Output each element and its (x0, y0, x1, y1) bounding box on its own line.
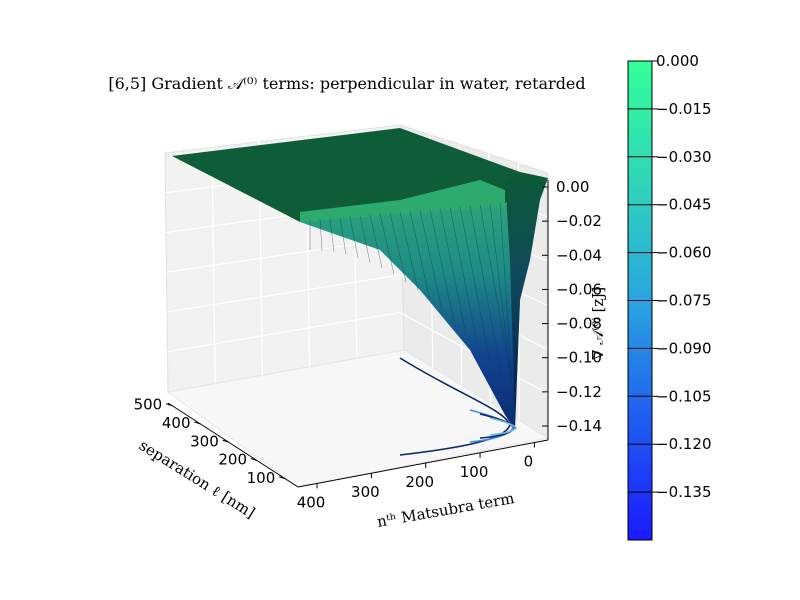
mesh-line (459, 206, 491, 363)
mesh-line (429, 209, 455, 323)
mesh-line (499, 202, 516, 431)
colorbar-tick-label: −0.060 (656, 244, 712, 262)
z-tick-label: −0.14 (556, 417, 602, 435)
y-tick-label: 0 (524, 453, 534, 471)
surface-valley (505, 172, 548, 420)
mesh-line (489, 203, 516, 413)
surface-ridge (300, 180, 505, 222)
mesh-line (409, 210, 431, 301)
axis-lines (167, 180, 549, 488)
y-axis-line (297, 439, 549, 488)
colorbar: 0.000 −0.015 −0.030 −0.045 −0.060 −0.075 −0.09… (627, 52, 712, 541)
mesh-line (439, 208, 467, 335)
y-axis-label: nᵗʰ Matsubra term (376, 489, 516, 531)
mesh-line (449, 207, 479, 349)
x-tick-mark (279, 476, 286, 480)
x-axis-line (167, 402, 299, 488)
colorbar-tick-label: −0.105 (656, 387, 712, 405)
z-tick-labels: 0.00 −0.02 −0.04 −0.06 −0.08 −0.10 −0.12 −0.14 (542, 178, 602, 435)
y-tick-label: 100 (460, 463, 489, 481)
mesh-line (419, 210, 443, 311)
chart-title: [6,5] Gradient 𝒜⁽⁰⁾ terms: perpendicular… (108, 74, 585, 93)
z-tick-label: −0.02 (556, 212, 602, 230)
y-tick-labels: 400 300 200 100 0 (297, 442, 535, 511)
colorbar-tick-labels: 0.000 −0.015 −0.030 −0.045 −0.060 −0.075 −0.09… (652, 52, 712, 501)
mesh-line (319, 219, 323, 251)
mesh-line (479, 204, 515, 395)
grid-line (164, 274, 401, 313)
colorbar-tick-label: −0.015 (656, 100, 712, 118)
x-tick-label: 100 (247, 469, 276, 487)
contour-line-4 (489, 417, 517, 436)
x-tick-label: 400 (162, 414, 191, 432)
x-tick-mark (222, 439, 229, 443)
floor-contours (399, 357, 517, 456)
colorbar-tick-label: −0.135 (656, 483, 712, 501)
x-tick-mark (250, 458, 258, 461)
colorbar-tick-label: −0.075 (656, 292, 712, 310)
mesh-line (399, 211, 419, 291)
colorbar-tick-label: 0.000 (656, 52, 699, 70)
z-tick-label: −0.10 (556, 349, 602, 367)
x-tick-label: 300 (190, 432, 219, 450)
mesh-line (389, 212, 407, 283)
z-tick-label: −0.06 (556, 280, 602, 298)
colorbar-tick-label: −0.045 (656, 196, 712, 214)
mesh-line (469, 205, 503, 379)
mesh-line (349, 216, 359, 259)
surface-front-wall (300, 190, 530, 430)
x-tick-label: 500 (134, 396, 163, 414)
z-tick-label: −0.08 (556, 315, 602, 333)
colorbar-tick-label: −0.120 (656, 435, 712, 453)
x-tick-label: 200 (218, 451, 247, 469)
colorbar-tick-label: −0.090 (656, 339, 712, 357)
mesh-line (359, 215, 371, 263)
mesh-line (339, 217, 347, 255)
x-tick-mark (194, 421, 201, 425)
colorbar-tick-label: −0.030 (656, 148, 712, 166)
mesh-line (329, 218, 335, 253)
z-tick-label: −0.12 (556, 383, 602, 401)
z-axis-label: ∇ 𝒜⁽⁰⁾ [zJ] (589, 287, 607, 360)
mesh-line (379, 213, 395, 275)
surface-mesh-lines (309, 202, 516, 431)
z-tick-label: 0.00 (556, 178, 589, 196)
surface-plot (172, 128, 548, 431)
grid-line (164, 311, 401, 353)
mesh-line (369, 214, 383, 269)
y-tick-label: 200 (405, 473, 434, 491)
colorbar-divisions (628, 108, 652, 493)
x-tick-mark (166, 403, 173, 407)
grid-line (164, 236, 401, 274)
y-tick-label: 400 (297, 493, 326, 511)
z-tick-label: −0.04 (556, 246, 602, 264)
y-tick-label: 300 (351, 483, 380, 501)
